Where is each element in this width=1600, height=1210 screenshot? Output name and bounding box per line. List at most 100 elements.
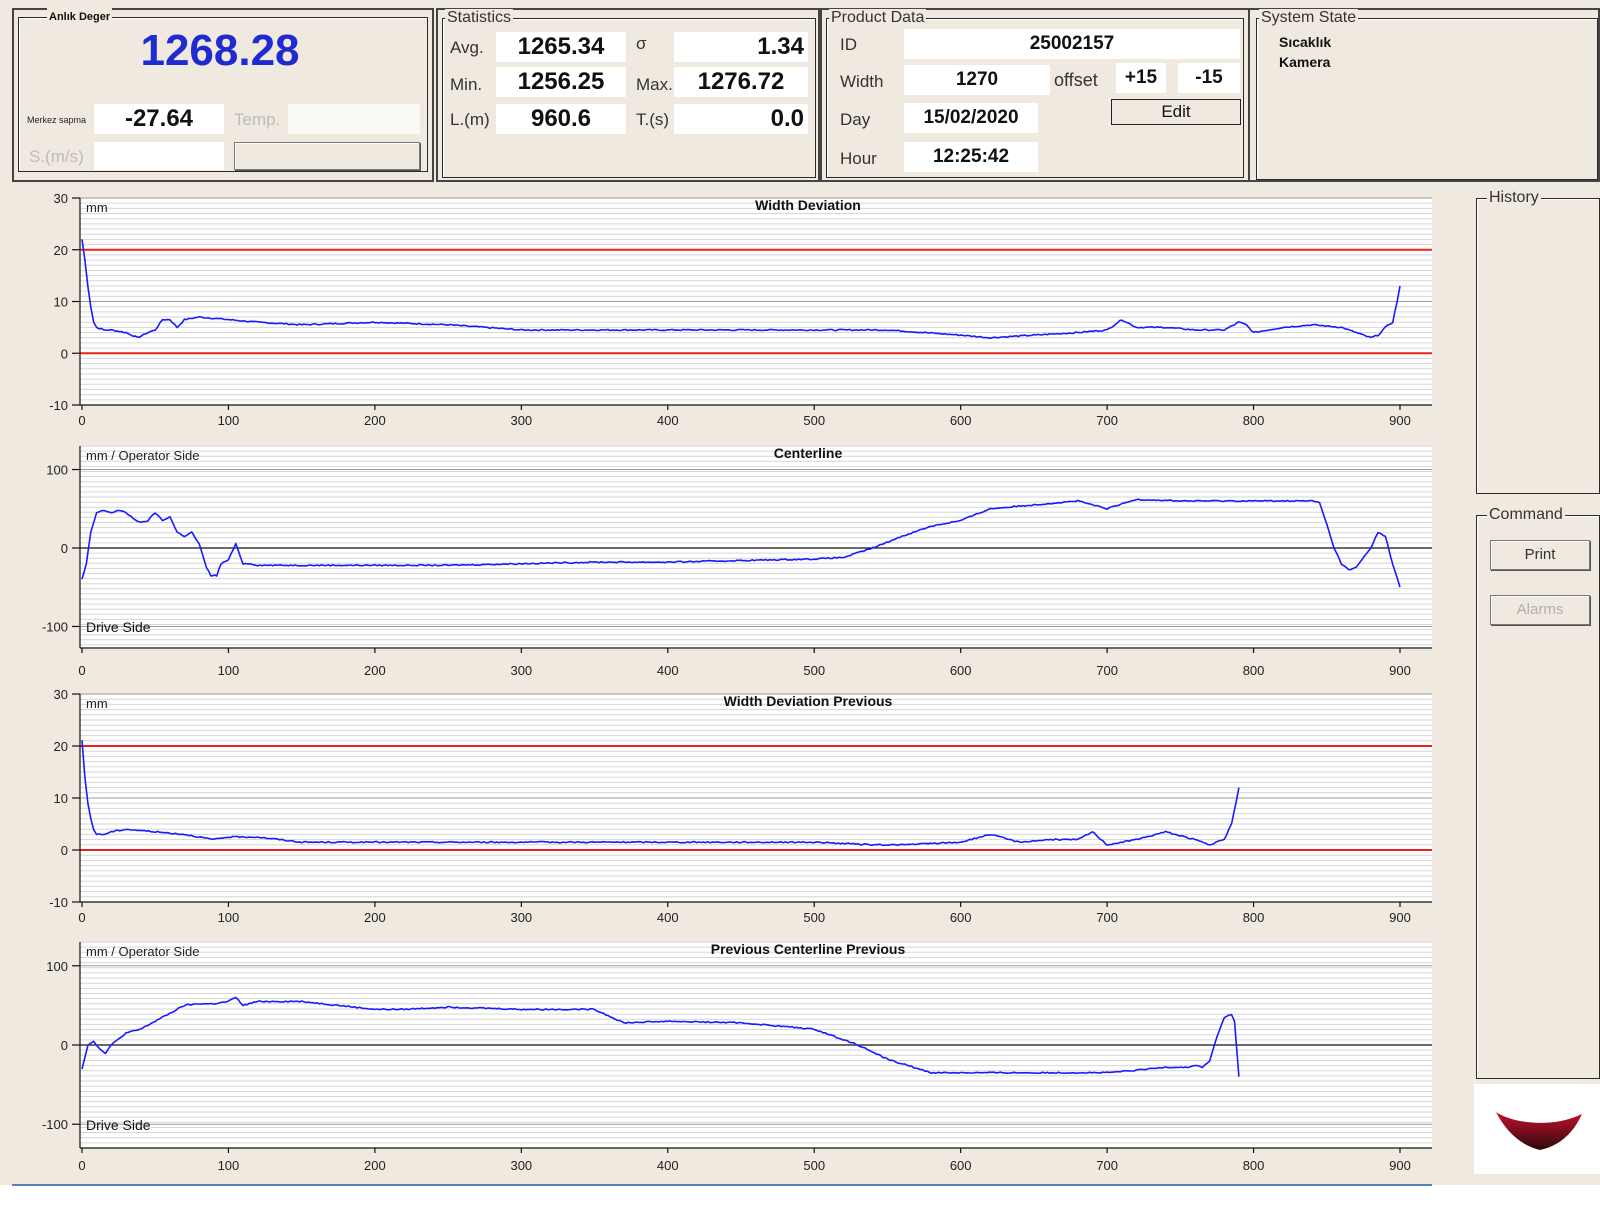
chart-3-x-tick-label: 800 [1243, 1158, 1265, 1173]
chart-1-x-tick-label: 200 [364, 663, 386, 678]
chart-3-y-tick-label: 0 [61, 1038, 68, 1053]
day-value: 15/02/2020 [904, 103, 1038, 133]
min-label: Min. [450, 75, 483, 94]
chart-2-x-tick-label: 500 [803, 910, 825, 925]
instant-action-button[interactable] [234, 142, 420, 170]
chart-1-x-tick-label: 0 [78, 663, 85, 678]
chart-2-x-tick-label: 600 [950, 910, 972, 925]
max-value: 1276.72 [674, 67, 808, 97]
instant-group: Anlık Deger [18, 8, 428, 172]
chart-1-bottom-label: Drive Side [86, 619, 151, 635]
chart-0-y-tick-label: 30 [54, 191, 68, 206]
sigma-label: σ [636, 34, 647, 53]
chart-3-x-tick-label: 500 [803, 1158, 825, 1173]
chart-0-x-tick-label: 200 [364, 413, 386, 428]
edit-button[interactable]: Edit [1111, 99, 1241, 125]
history-legend: History [1487, 189, 1541, 207]
id-value: 25002157 [904, 29, 1240, 59]
chart-0-series-line [81, 239, 1401, 340]
alarms-button[interactable]: Alarms [1490, 595, 1590, 625]
chart-3-x-tick-label: 100 [218, 1158, 240, 1173]
hour-value: 12:25:42 [904, 142, 1038, 172]
chart-2-x-tick-label: 100 [218, 910, 240, 925]
chart-0-x-tick-label: 300 [510, 413, 532, 428]
print-button[interactable]: Print [1490, 540, 1590, 570]
chart-0-x-tick-label: 100 [218, 413, 240, 428]
chart-3-y-label: mm / Operator Side [86, 944, 199, 959]
window-bottom-border [12, 1184, 1432, 1186]
chart-0-y-tick-label: 20 [54, 243, 68, 258]
chart-3-series-line [81, 996, 1240, 1077]
chart-1-x-tick-label: 500 [803, 663, 825, 678]
chart-1-x-tick-label: 300 [510, 663, 532, 678]
chart-3-x-tick-label: 300 [510, 1158, 532, 1173]
command-legend: Command [1487, 506, 1565, 524]
chart-2-title: Width Deviation Previous [724, 693, 893, 709]
hour-label: Hour [840, 149, 877, 168]
id-label: ID [840, 35, 857, 54]
offset-minus-value: -15 [1178, 63, 1240, 93]
chart-2-x-tick-label: 200 [364, 910, 386, 925]
chart-0-x-tick-label: 800 [1243, 413, 1265, 428]
chart-1-x-tick-label: 600 [950, 663, 972, 678]
chart-3-x-tick-label: 400 [657, 1158, 679, 1173]
chart-2-x-tick-label: 700 [1096, 910, 1118, 925]
chart-1-x-tick-label: 400 [657, 663, 679, 678]
chart-0-x-tick-label: 900 [1389, 413, 1411, 428]
avg-value: 1265.34 [496, 32, 626, 62]
chart-1-title: Centerline [774, 445, 843, 461]
chart-2-y-tick-label: 0 [61, 843, 68, 858]
instant-panel [12, 8, 434, 182]
day-label: Day [840, 110, 871, 129]
chart-1-x-tick-label: 900 [1389, 663, 1411, 678]
temp-field [288, 104, 420, 134]
chart-2-series-line [81, 740, 1240, 847]
chart-2-x-tick-label: 900 [1389, 910, 1411, 925]
offset-plus-value: +15 [1116, 63, 1166, 93]
time-label: T.(s) [636, 110, 670, 129]
product-group: Product Data [826, 9, 1244, 178]
max-label: Max. [636, 75, 673, 94]
system-state-legend: System State [1259, 9, 1359, 27]
chart-2-y-label: mm [86, 696, 108, 711]
chart-3-x-tick-label: 0 [78, 1158, 85, 1173]
chart-1-y-tick-label: 0 [61, 541, 68, 556]
chart-2-x-tick-label: 800 [1243, 910, 1265, 925]
chart-2-y-tick-label: -10 [49, 895, 68, 910]
chart-1-series-line [81, 498, 1401, 588]
min-value: 1256.25 [496, 67, 626, 97]
chart-0-x-tick-label: 500 [803, 413, 825, 428]
statistics-group: Statistics [442, 9, 816, 178]
sigma-value: 1.34 [674, 32, 808, 62]
chart-0-y-label: mm [86, 200, 108, 215]
chart-2-x-tick-label: 300 [510, 910, 532, 925]
chart-0-x-tick-label: 600 [950, 413, 972, 428]
length-value: 960.6 [496, 104, 626, 134]
chart-1-y-tick-label: 100 [46, 463, 68, 478]
instant-value: 1268.28 [140, 26, 300, 75]
width-value: 1270 [904, 65, 1050, 95]
length-label: L.(m) [450, 110, 490, 129]
chart-3-title: Previous Centerline Previous [711, 941, 906, 957]
chart-1-y-label: mm / Operator Side [86, 448, 199, 463]
chart-2-x-tick-label: 0 [78, 910, 85, 925]
command-group: Command [1476, 506, 1600, 1079]
logo-mark-icon [1496, 1112, 1582, 1150]
statistics-legend: Statistics [445, 9, 514, 27]
chart-1-x-tick-label: 100 [218, 663, 240, 678]
chart-3-x-tick-label: 600 [950, 1158, 972, 1173]
chart-3-x-tick-label: 200 [364, 1158, 386, 1173]
system-state-camera: Kamera [1279, 54, 1331, 70]
speed-label: S.(m/s) [29, 147, 84, 166]
chart-0-x-tick-label: 400 [657, 413, 679, 428]
speed-field [94, 142, 224, 170]
chart-1-y-tick-label: -100 [42, 619, 68, 634]
chart-2-y-tick-label: 30 [54, 687, 68, 702]
avg-label: Avg. [450, 38, 484, 57]
chart-1-x-tick-label: 700 [1096, 663, 1118, 678]
chart-0-title: Width Deviation [755, 197, 861, 213]
chart-2-y-tick-label: 20 [54, 739, 68, 754]
instant-legend: Anlık Deger [47, 8, 113, 26]
chart-2-x-tick-label: 400 [657, 910, 679, 925]
